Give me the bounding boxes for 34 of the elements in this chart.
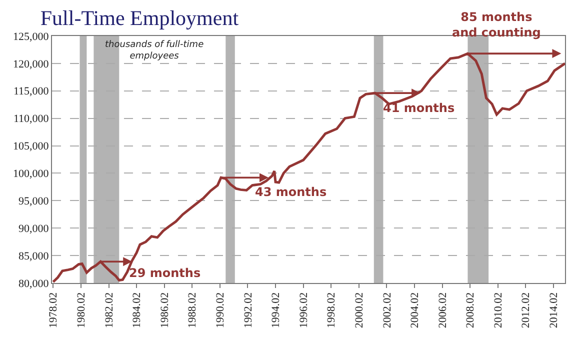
x-tick-label: 1988.02 [186,292,199,328]
chart-title: Full-Time Employment [40,6,239,30]
annotation: thousands of full-time employees [105,40,204,62]
x-tick-label: 1998.02 [326,292,338,328]
x-tick-label: 2000.02 [353,292,366,328]
y-tick-label: 120,000 [13,58,50,70]
x-tick-label: 2012.02 [520,292,532,328]
y-tick-label: 85,000 [18,250,50,262]
y-tick-label: 110,000 [13,113,50,126]
x-tick-label: 1986.02 [158,292,171,328]
x-tick-label: 2006.02 [436,292,449,328]
y-tick-label: 95,000 [18,196,50,208]
y-tick-label: 90,000 [18,222,50,235]
x-tick-label: 2002.02 [381,292,394,328]
x-tick-label: 1996.02 [298,292,310,328]
y-tick-label: 100,000 [13,168,50,180]
annotation: 43 months [255,185,327,199]
x-tick-label: 1992.02 [242,292,254,328]
y-tick-label: 125,000 [13,30,50,43]
x-tick-label: 1994.02 [270,292,282,328]
y-tick-label: 80,000 [18,278,50,290]
x-tick-label: 2014.02 [548,292,560,328]
x-tick-label: 1984.02 [131,292,144,328]
x-tick-label: 1990.02 [214,292,227,328]
annotation: 29 months [129,266,201,280]
x-tick-label: 1982.02 [103,292,116,328]
x-tick-label: 2004.02 [409,292,422,328]
x-tick-label: 1980.02 [76,292,88,328]
y-tick-label: 105,000 [13,140,50,153]
x-tick-label: 2010.02 [492,292,504,328]
x-tick-label: 2008.02 [464,292,477,328]
y-tick-label: 115,000 [13,86,50,98]
x-tick-label: 1978.02 [48,292,60,328]
line-series [52,52,565,283]
